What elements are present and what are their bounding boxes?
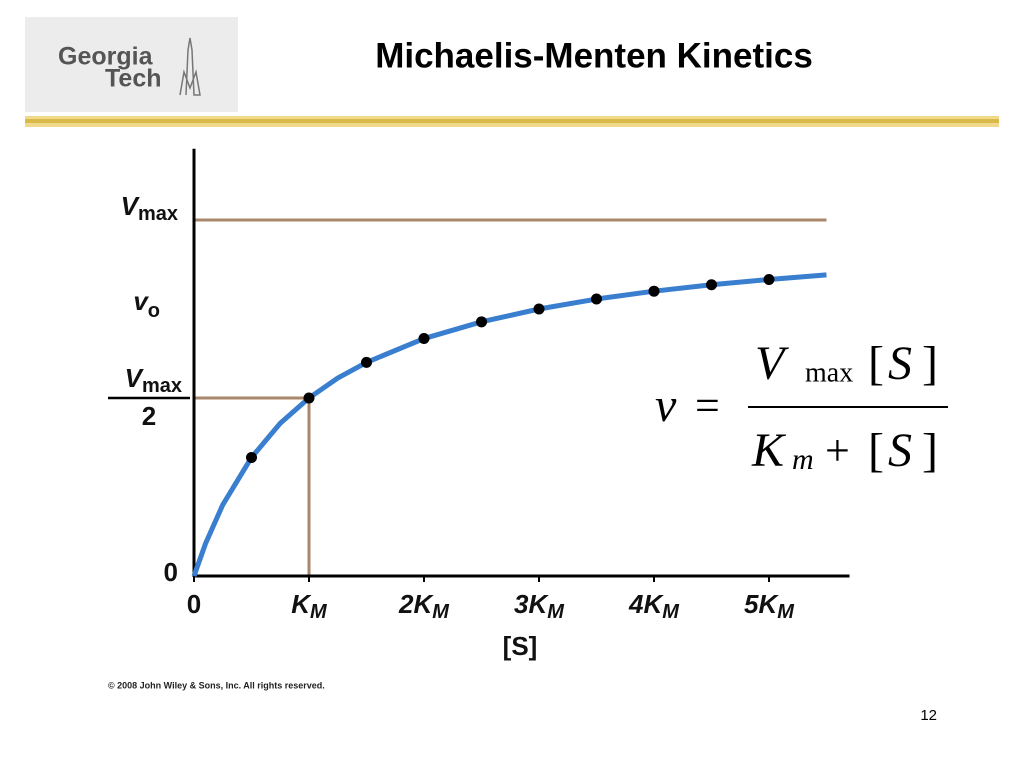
y-axis-label-main: v bbox=[133, 286, 149, 316]
data-point bbox=[533, 303, 545, 315]
logo-text: Tech bbox=[105, 65, 162, 93]
y-tick-label: Vmax bbox=[125, 363, 182, 397]
x-tick-label: KM bbox=[291, 589, 328, 623]
copyright: © 2008 John Wiley & Sons, Inc. All right… bbox=[108, 680, 325, 690]
y-axis-label-sub: o bbox=[148, 300, 160, 322]
y-tick-label: Vmax bbox=[121, 191, 178, 225]
data-point bbox=[648, 285, 660, 297]
y-tick-label-main: V bbox=[125, 363, 145, 393]
eq-text: S bbox=[888, 424, 912, 477]
y-tick-label-main: V bbox=[121, 191, 141, 221]
x-tick-label: 5KM bbox=[744, 589, 795, 623]
eq-text: v bbox=[655, 379, 677, 432]
data-point bbox=[246, 451, 257, 463]
eq-text: K bbox=[751, 424, 787, 477]
x-tick-label-sub: M bbox=[310, 601, 328, 623]
data-point bbox=[418, 333, 430, 345]
y-tick-label-sub: max bbox=[138, 203, 178, 225]
x-tick-label: 2KM bbox=[398, 589, 450, 623]
slide-title: Michaelis-Menten Kinetics bbox=[375, 36, 813, 75]
x-tick-label-main: 3K bbox=[514, 589, 549, 619]
logo-icon bbox=[179, 37, 201, 96]
eq-text: ] bbox=[922, 337, 938, 390]
logo-box bbox=[25, 17, 238, 112]
x-tick-label-sub: M bbox=[662, 601, 680, 623]
x-tick-label: 4KM bbox=[628, 589, 680, 623]
x-tick-label-sub: M bbox=[547, 601, 565, 623]
page-number: 12 bbox=[920, 707, 937, 724]
x-axis-label: [S] bbox=[503, 631, 538, 661]
eq-text: = bbox=[695, 381, 720, 430]
x-tick-label-sub: M bbox=[777, 601, 795, 623]
x-tick-label: 3KM bbox=[514, 589, 565, 623]
eq-text: V bbox=[755, 337, 789, 390]
logo-text: Georgia bbox=[58, 43, 154, 71]
x-tick-label-sub: M bbox=[432, 601, 450, 623]
y-tick-label-denominator: 2 bbox=[142, 401, 156, 431]
data-point bbox=[706, 279, 717, 291]
data-point bbox=[361, 356, 372, 368]
eq-text: + bbox=[825, 426, 850, 475]
x-tick-label-main: 4K bbox=[628, 589, 664, 619]
eq-text: ] bbox=[922, 424, 938, 477]
y-tick-label-sub: max bbox=[142, 375, 182, 397]
x-tick-label-main: 5K bbox=[744, 589, 779, 619]
data-point bbox=[763, 273, 775, 285]
x-tick-label: 0 bbox=[187, 589, 201, 619]
y-tick-label: 0 bbox=[164, 557, 178, 587]
data-point bbox=[303, 392, 315, 404]
eq-text: m bbox=[792, 443, 814, 476]
x-tick-label-main: K bbox=[291, 589, 312, 619]
header-rule bbox=[25, 119, 999, 123]
x-tick-label-main: 2K bbox=[398, 589, 434, 619]
data-point bbox=[476, 316, 487, 328]
equation: v = V max [ S ] K m + [ S ] bbox=[655, 337, 948, 477]
eq-text: [ bbox=[868, 337, 884, 390]
y-axis-label: vo bbox=[133, 286, 160, 322]
curve bbox=[191, 272, 827, 577]
eq-text: [ bbox=[868, 424, 884, 477]
eq-text: max bbox=[805, 357, 853, 388]
data-point bbox=[591, 293, 602, 305]
eq-text: S bbox=[888, 337, 912, 390]
